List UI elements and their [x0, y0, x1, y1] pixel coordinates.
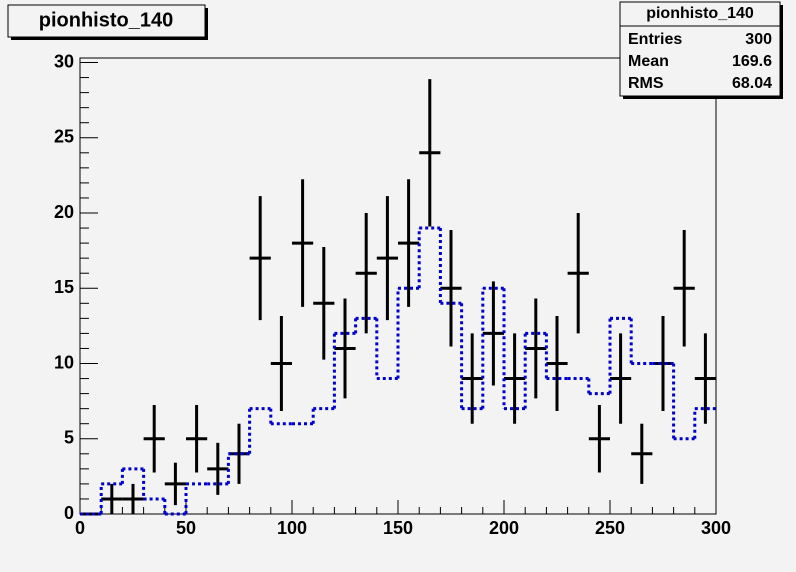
stats-title: pionhisto_140 [646, 5, 754, 22]
y-tick-label: 20 [54, 202, 74, 222]
chart-title: pionhisto_140 [39, 9, 173, 31]
stats-value: 169.6 [732, 53, 772, 70]
x-tick-label: 250 [595, 518, 625, 538]
y-tick-label: 25 [54, 127, 74, 147]
y-tick-label: 30 [54, 51, 74, 71]
y-tick-label: 15 [54, 277, 74, 297]
y-tick-label: 10 [54, 352, 74, 372]
stats-value: 68.04 [732, 75, 772, 92]
y-tick-label: 5 [64, 428, 74, 448]
stats-value: 300 [745, 31, 772, 48]
title-box [7, 4, 206, 38]
x-tick-label: 300 [701, 518, 731, 538]
x-tick-label: 50 [176, 518, 196, 538]
x-tick-label: 200 [489, 518, 519, 538]
x-tick-label: 0 [75, 518, 85, 538]
y-tick-label: 0 [64, 503, 74, 523]
stats-label: RMS [628, 75, 664, 92]
stats-label: Mean [628, 53, 669, 70]
plot-frame [79, 57, 717, 515]
stats-box [619, 1, 781, 97]
x-tick-label: 100 [277, 518, 307, 538]
stats-label: Entries [628, 31, 682, 48]
x-tick-label: 150 [383, 518, 413, 538]
